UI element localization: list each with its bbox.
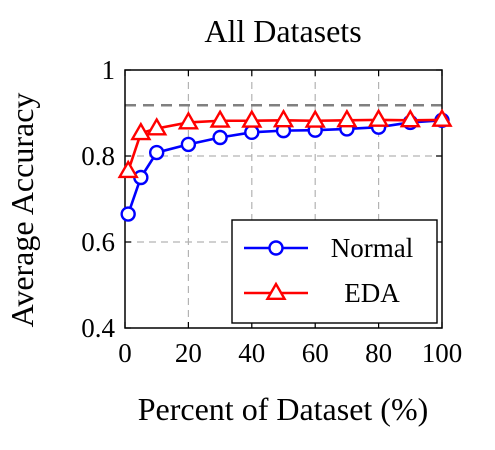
y-tick-label: 0.4 [81, 313, 115, 343]
y-tick-label: 0.6 [81, 227, 115, 257]
data-point-eda [117, 159, 139, 179]
legend-box [231, 219, 438, 324]
x-tick-label: 80 [365, 338, 392, 368]
x-tick-label: 100 [422, 338, 463, 368]
data-point-eda [336, 108, 358, 128]
plot-frame [124, 69, 443, 329]
data-point-eda [431, 108, 453, 127]
legend-marker-eda [265, 281, 287, 301]
y-tick-label: 0.8 [81, 141, 115, 171]
legend: Normal EDA [231, 219, 438, 324]
data-point-normal [244, 124, 260, 141]
data-point-eda [209, 109, 231, 128]
legend-label-normal: Normal [331, 233, 413, 263]
x-tick-label: 60 [302, 338, 329, 368]
legend-marker-normal [268, 240, 284, 256]
legend-label-eda: EDA [344, 278, 400, 308]
x-tick-label: 40 [238, 338, 265, 368]
plot-area: 0 20 40 60 80 100 0.4 0.6 0.8 1 Normal EDA [81, 55, 462, 368]
data-point-eda [399, 108, 421, 128]
data-point-normal [148, 144, 165, 161]
x-tick-label: 20 [175, 338, 202, 368]
x-axis-label: Percent of Dataset (%) [138, 391, 429, 427]
data-point-normal [212, 129, 228, 146]
data-point-eda [130, 121, 152, 141]
data-point-eda [146, 117, 168, 136]
y-axis-label: Average Accuracy [4, 93, 40, 328]
data-point-eda [272, 108, 295, 128]
y-tick-label: 1 [102, 55, 116, 85]
data-point-eda [177, 111, 200, 130]
chart-title: All Datasets [204, 13, 361, 49]
data-point-eda [241, 109, 263, 128]
data-point-eda [367, 108, 390, 127]
data-point-eda [304, 109, 326, 128]
x-tick-label: 0 [118, 338, 132, 368]
data-point-normal [180, 136, 197, 153]
data-point-normal [120, 206, 136, 222]
